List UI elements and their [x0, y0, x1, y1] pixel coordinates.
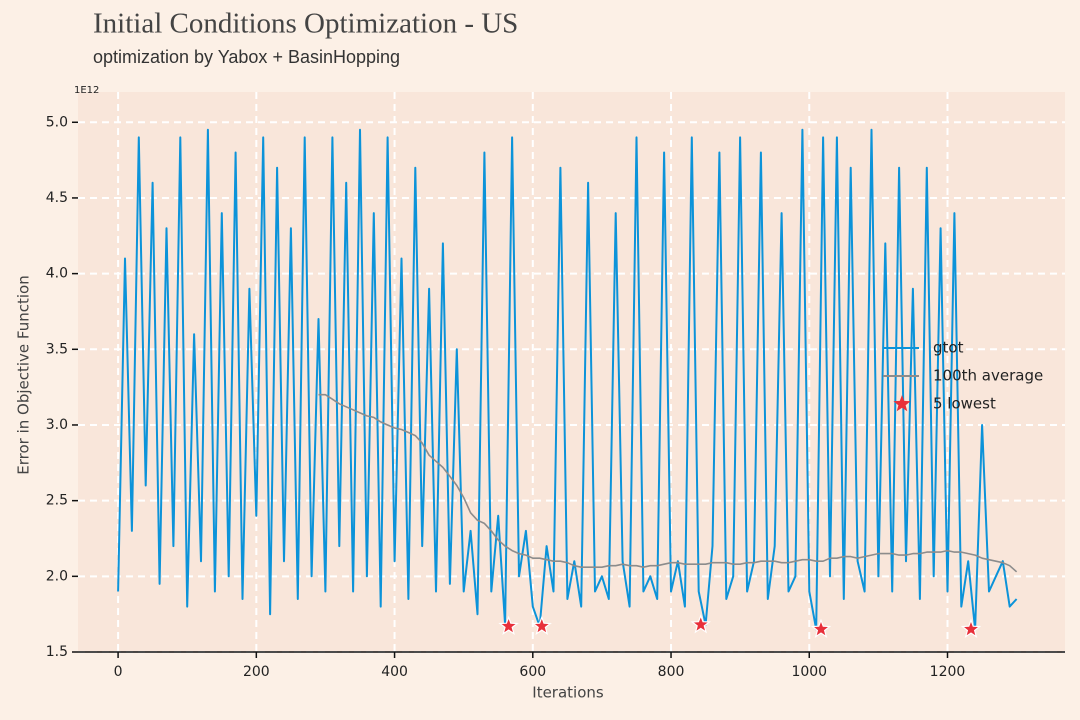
star-marker — [960, 618, 982, 638]
y-axis-label: Error in Objective Function — [15, 275, 33, 474]
y-tick-label: 5.0 — [46, 114, 68, 130]
chart-title: Initial Conditions Optimization - US — [93, 8, 518, 40]
x-tick-label: 0 — [114, 664, 123, 680]
star-marker — [498, 615, 519, 635]
series-line — [318, 393, 1018, 573]
plot-layer: 1.5 2.0 2.5 3.0 3.5 4.0 4.5 5.0 0 200 400 600 800 100… — [46, 92, 1065, 680]
chart-subtitle: optimization by Yabox + BasinHopping — [93, 47, 400, 67]
plot-area — [78, 92, 1065, 652]
y-tick-label: 4.0 — [46, 266, 68, 282]
y-tick-label: 4.5 — [46, 190, 68, 206]
x-axis-label: Iterations — [532, 684, 604, 702]
y-tick-label: 2.5 — [46, 493, 68, 509]
x-tick-label: 600 — [519, 664, 546, 680]
x-tick-label: 1200 — [930, 664, 966, 680]
x-tick-label: 1000 — [791, 664, 827, 680]
y-tick-label: 3.0 — [46, 417, 68, 433]
star-marker — [810, 618, 832, 638]
x-tick-label: 400 — [381, 664, 408, 680]
star-marker — [531, 615, 552, 635]
y-tick-label: 2.0 — [46, 568, 68, 584]
offset-label: 1E12 — [74, 85, 99, 96]
star-marker — [690, 614, 711, 634]
legend-label: 5 lowest — [933, 395, 996, 413]
y-tick-label: 1.5 — [46, 644, 68, 660]
legend-label: gtot — [933, 339, 964, 357]
y-tick-label: 3.5 — [46, 341, 68, 357]
legend-marker — [893, 395, 911, 412]
x-tick-label: 800 — [658, 664, 685, 680]
series-line — [117, 128, 1018, 631]
x-tick-label: 200 — [243, 664, 270, 680]
legend-label: 100th average — [933, 367, 1043, 385]
